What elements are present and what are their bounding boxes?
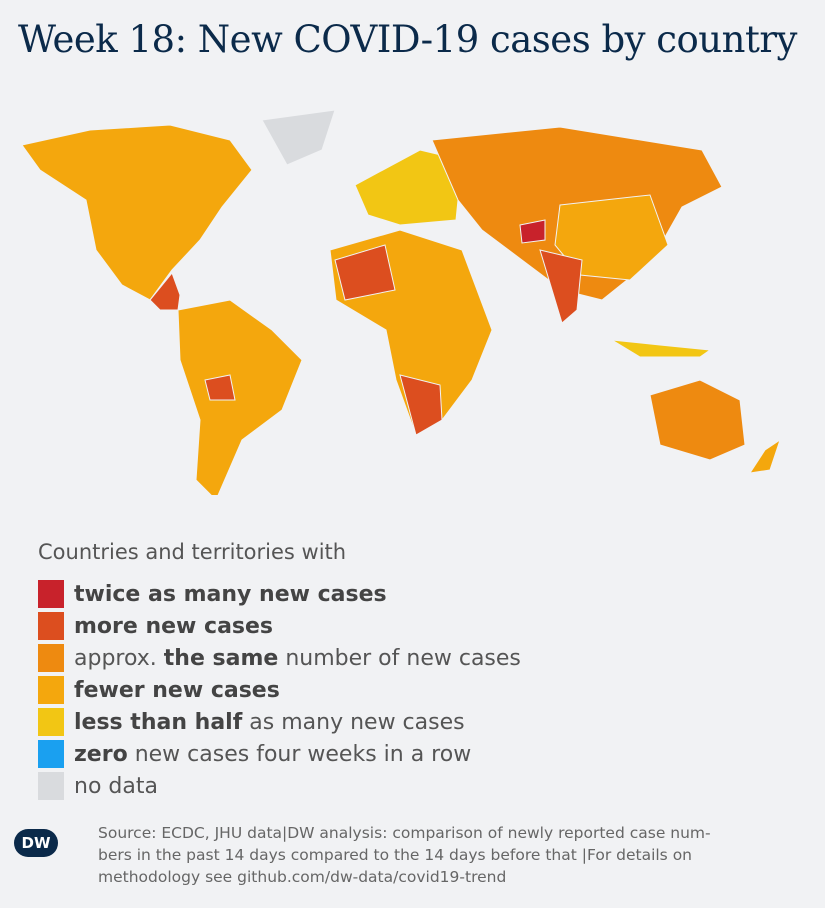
australia	[649, 379, 746, 461]
legend-text: zero	[74, 741, 128, 767]
legend-item: no data	[38, 770, 521, 802]
legend-text: fewer new cases	[74, 677, 280, 703]
source-line: bers in the past 14 days compared to the…	[98, 846, 692, 864]
legend-item: fewer new cases	[38, 674, 521, 706]
legend-item: approx. the same number of new cases	[38, 642, 521, 674]
legend-swatch	[38, 772, 64, 800]
legend-swatch	[38, 708, 64, 736]
greenland	[261, 109, 336, 166]
legend-item: less than half as many new cases	[38, 706, 521, 738]
legend-swatch	[38, 644, 64, 672]
legend-label: zero new cases four weeks in a row	[74, 742, 471, 767]
north-america	[21, 124, 253, 301]
legend-label: less than half as many new cases	[74, 710, 465, 735]
south-america	[177, 299, 303, 495]
legend-text: less than half	[74, 709, 243, 735]
india	[539, 249, 583, 324]
legend-item: more new cases	[38, 610, 521, 642]
logo: DW	[14, 829, 58, 857]
legend-swatch	[38, 676, 64, 704]
title: Week 18: New COVID-19 cases by country	[18, 18, 797, 61]
legend-text: more new cases	[74, 613, 274, 639]
new-zealand	[748, 438, 781, 474]
legend-text: twice as many new cases	[74, 581, 387, 607]
southern-africa	[399, 374, 443, 436]
indonesia	[611, 339, 712, 358]
source-line: methodology see github.com/dw-data/covid…	[98, 868, 507, 886]
legend-text: as many new cases	[249, 709, 465, 735]
legend-label: more new cases	[74, 614, 273, 639]
legend: twice as many new cases more new cases app…	[38, 578, 521, 802]
europe	[354, 149, 463, 226]
legend-item: zero new cases four weeks in a row	[38, 738, 521, 770]
legend-text: the same	[163, 645, 279, 671]
china	[554, 194, 669, 281]
afghanistan	[519, 219, 546, 244]
bolivia	[204, 374, 236, 401]
legend-swatch	[38, 612, 64, 640]
central-america	[149, 272, 181, 311]
source: Source: ECDC, JHU data|DW analysis: comp…	[98, 822, 711, 888]
legend-label: no data	[74, 774, 158, 799]
source-line: Source: ECDC, JHU data|DW analysis: comp…	[98, 824, 711, 842]
legend-label: twice as many new cases	[74, 582, 387, 607]
legend-text: approx.	[74, 645, 157, 671]
legend-label: fewer new cases	[74, 678, 280, 703]
world-map	[21, 109, 781, 495]
legend-swatch	[38, 740, 64, 768]
legend-text: number of new cases	[285, 645, 521, 671]
legend-swatch	[38, 580, 64, 608]
legend-text: no data	[74, 773, 158, 799]
west-africa	[334, 244, 396, 301]
legend-heading: Countries and territories with	[38, 540, 347, 564]
legend-text: new cases four weeks in a row	[134, 741, 472, 767]
legend-label: approx. the same number of new cases	[74, 646, 521, 671]
legend-item: twice as many new cases	[38, 578, 521, 610]
